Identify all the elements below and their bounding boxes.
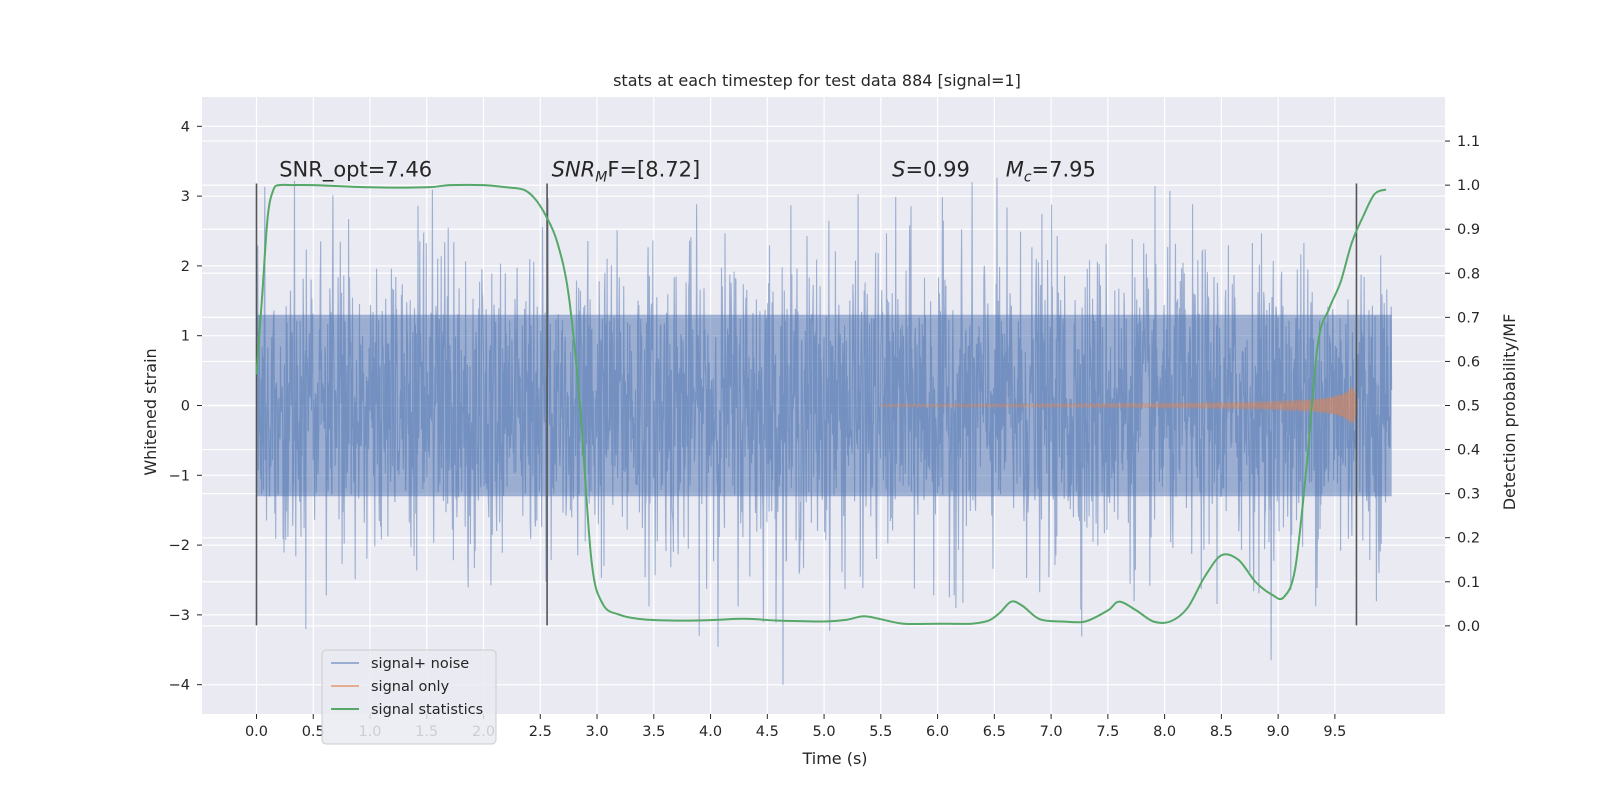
legend-box bbox=[321, 649, 497, 745]
y-tick-label: 4 bbox=[181, 119, 190, 135]
vertical-markers bbox=[255, 183, 1358, 626]
series-signal-statistics bbox=[255, 183, 1387, 626]
x-tick-label: 5.5 bbox=[869, 724, 892, 740]
annotation-mc-value: =7.95 bbox=[1032, 158, 1096, 182]
annotation-snr-mf-symbol: SNR bbox=[552, 158, 596, 182]
x-tick-label: 8.0 bbox=[1153, 724, 1176, 740]
legend-label-signal-statistics: signal statistics bbox=[371, 702, 483, 718]
chart-title: stats at each timestep for test data 884… bbox=[613, 71, 1021, 90]
legend: signal+ noise signal only signal statist… bbox=[321, 649, 497, 745]
y-right-tick-label: 0.4 bbox=[1457, 443, 1480, 459]
data-area bbox=[255, 177, 1393, 685]
annotation-snr-mf: SNRMF=[8.72] bbox=[552, 158, 701, 186]
series-signal-only bbox=[880, 386, 1359, 425]
y-axis-label-right: Detection probability/MF bbox=[1500, 314, 1519, 511]
x-tick-label: 2.5 bbox=[529, 724, 552, 740]
y-right-tick-label: 1.0 bbox=[1457, 178, 1480, 194]
y-right-tick-label: 0.1 bbox=[1457, 575, 1480, 591]
y-right-tick-label: 0.5 bbox=[1457, 399, 1480, 415]
annotation-snr-mf-value: F=[8.72] bbox=[607, 158, 700, 182]
y-right-tick-label: 0.0 bbox=[1457, 619, 1480, 635]
y-axis-label: Whitened strain bbox=[141, 348, 160, 475]
axis-ticks: 0.00.51.01.52.02.53.03.54.04.55.05.56.06… bbox=[169, 119, 1480, 740]
y-right-tick-label: 0.9 bbox=[1457, 222, 1480, 238]
x-tick-label: 4.5 bbox=[756, 724, 779, 740]
y-right-tick-label: 0.6 bbox=[1457, 354, 1480, 370]
x-tick-label: 3.5 bbox=[642, 724, 665, 740]
x-axis-label: Time (s) bbox=[801, 749, 867, 768]
annotations: SNR_opt=7.46 SNRMF=[8.72] S=0.99 Mc=7.95 bbox=[279, 158, 1096, 186]
x-tick-label: 7.0 bbox=[1040, 724, 1063, 740]
x-tick-label: 0.0 bbox=[245, 724, 268, 740]
y-tick-label: 2 bbox=[181, 259, 190, 275]
annotation-snr-opt: SNR_opt=7.46 bbox=[279, 158, 432, 183]
y-right-tick-label: 0.8 bbox=[1457, 266, 1480, 282]
legend-label-signal-noise: signal+ noise bbox=[371, 656, 469, 672]
annotation-s-value: =0.99 bbox=[906, 158, 970, 182]
y-right-tick-label: 0.3 bbox=[1457, 487, 1480, 503]
annotation-mc-symbol: M bbox=[1006, 158, 1024, 182]
annotation-s-symbol: S bbox=[892, 158, 905, 182]
annotation-snr-mf-subscript: M bbox=[595, 170, 607, 186]
series-signal-noise-core bbox=[256, 314, 1392, 497]
y-tick-label: 0 bbox=[181, 399, 190, 415]
x-tick-label: 8.5 bbox=[1210, 724, 1233, 740]
annotation-mc: Mc=7.95 bbox=[1006, 158, 1096, 186]
x-tick-label: 6.5 bbox=[983, 724, 1006, 740]
y-tick-label: −4 bbox=[169, 678, 190, 694]
y-tick-label: 3 bbox=[181, 189, 190, 205]
annotation-s: S=0.99 bbox=[892, 158, 970, 182]
x-tick-label: 9.5 bbox=[1323, 724, 1346, 740]
y-right-tick-label: 1.1 bbox=[1457, 134, 1480, 150]
x-tick-label: 3.0 bbox=[586, 724, 609, 740]
x-tick-label: 0.5 bbox=[302, 724, 325, 740]
x-tick-label: 4.0 bbox=[699, 724, 722, 740]
y-right-tick-label: 0.2 bbox=[1457, 531, 1480, 547]
annotation-mc-subscript: c bbox=[1024, 170, 1032, 186]
x-tick-label: 7.5 bbox=[1096, 724, 1119, 740]
x-tick-label: 6.0 bbox=[926, 724, 949, 740]
x-tick-label: 5.0 bbox=[813, 724, 836, 740]
legend-label-signal-only: signal only bbox=[371, 679, 450, 695]
y-tick-label: −3 bbox=[169, 608, 190, 624]
y-tick-label: −2 bbox=[169, 538, 190, 554]
x-tick-label: 9.0 bbox=[1267, 724, 1290, 740]
y-tick-label: 1 bbox=[181, 329, 190, 345]
y-right-tick-label: 0.7 bbox=[1457, 310, 1480, 326]
y-tick-label: −1 bbox=[169, 468, 190, 484]
